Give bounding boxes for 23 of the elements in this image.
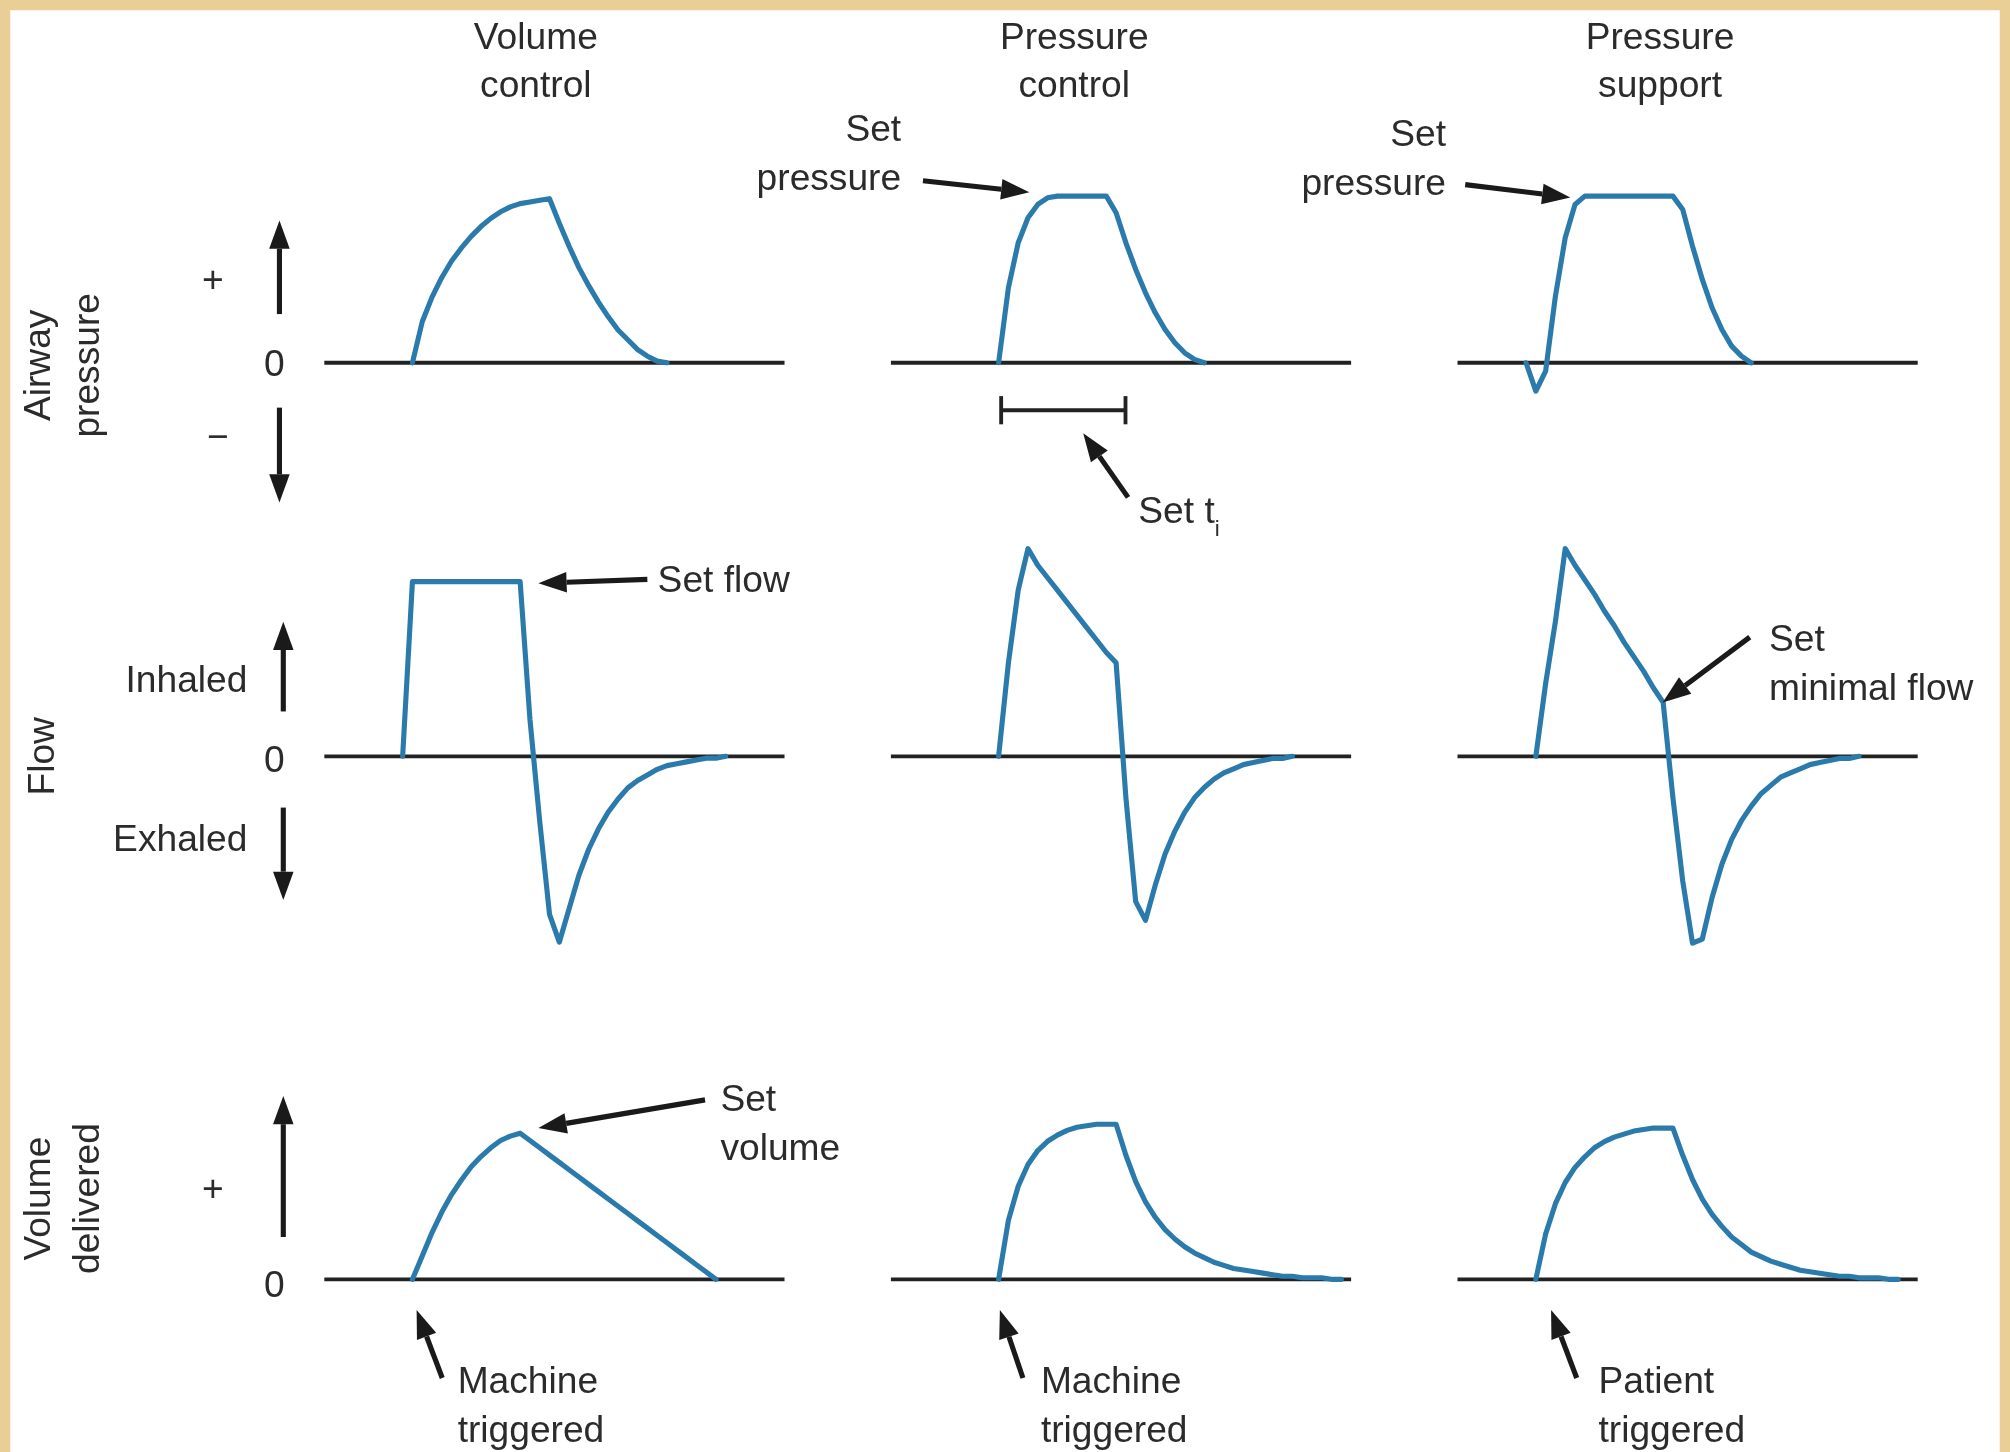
chart-title: Pressure control xyxy=(999,14,1149,106)
y-axis-title: Flow xyxy=(19,716,62,796)
annotation: Set pressure xyxy=(1301,112,1447,203)
chart-title: Volume control xyxy=(473,14,598,106)
text: 0 xyxy=(263,341,285,384)
y-axis-title: Airway pressure xyxy=(15,293,107,438)
text: Set t$_{i}$ xyxy=(1138,489,1220,541)
text: 0 xyxy=(263,1263,285,1306)
text: Machine triggered xyxy=(1040,1359,1188,1451)
text: + xyxy=(201,258,224,301)
text: Patient triggered xyxy=(1598,1359,1746,1451)
annotation: Set minimal flow xyxy=(1769,617,1974,708)
text: Machine triggered xyxy=(457,1359,605,1451)
y-axis-title: Volume delivered xyxy=(15,1123,107,1274)
text: Exhaled xyxy=(113,817,248,860)
text: + xyxy=(201,1167,224,1210)
text: 0 xyxy=(263,737,285,780)
chart-title: Pressure support xyxy=(1585,14,1735,106)
text: Inhaled xyxy=(125,658,248,701)
annotation: Set volume xyxy=(720,1077,841,1169)
annotation: Set flow xyxy=(657,558,790,601)
text: − xyxy=(207,414,229,457)
annotation: Set pressure xyxy=(756,107,902,198)
